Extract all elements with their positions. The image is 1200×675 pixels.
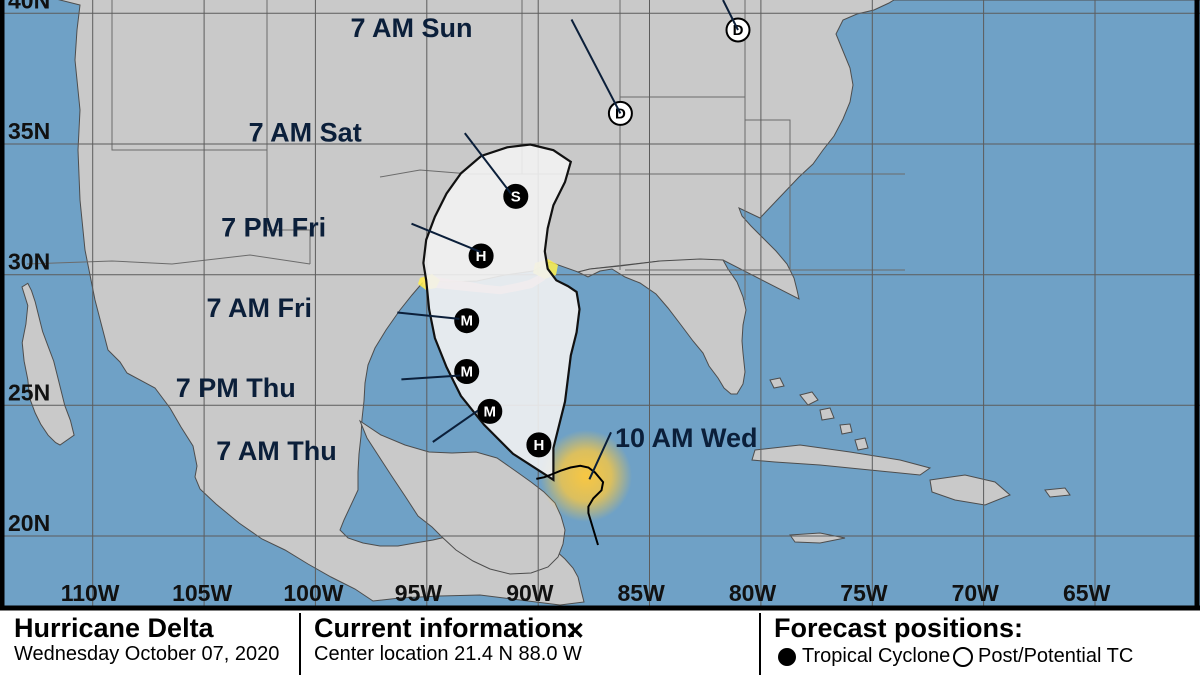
- svg-text:7 AM Thu: 7 AM Thu: [216, 436, 337, 466]
- svg-text:Wednesday October 07, 2020: Wednesday October 07, 2020: [14, 643, 279, 665]
- svg-text:Post/Potential TC: Post/Potential TC: [978, 645, 1133, 667]
- svg-text:35N: 35N: [8, 118, 50, 144]
- svg-text:7 AM Sat: 7 AM Sat: [249, 117, 362, 147]
- svg-text:7 AM Sun: 7 AM Sun: [350, 13, 472, 43]
- svg-text:105W: 105W: [172, 580, 232, 606]
- svg-text:20N: 20N: [8, 510, 50, 536]
- svg-text:100W: 100W: [283, 580, 343, 606]
- svg-text:40N: 40N: [8, 0, 50, 13]
- svg-text:65W: 65W: [1063, 580, 1111, 606]
- svg-text:7 PM Thu: 7 PM Thu: [176, 373, 296, 403]
- svg-text:Center location 21.4 N 88.0 W: Center location 21.4 N 88.0 W: [314, 643, 582, 665]
- svg-text:110W: 110W: [61, 580, 120, 606]
- svg-text:H: H: [533, 437, 544, 454]
- svg-text:S: S: [511, 188, 521, 205]
- svg-text:80W: 80W: [729, 580, 777, 606]
- svg-text:Forecast positions:: Forecast positions:: [774, 613, 1023, 643]
- svg-text:M: M: [460, 313, 473, 330]
- svg-text:Tropical Cyclone: Tropical Cyclone: [802, 645, 950, 667]
- svg-text:85W: 85W: [618, 580, 666, 606]
- svg-text:7 PM Fri: 7 PM Fri: [221, 213, 326, 243]
- svg-text:7 AM Fri: 7 AM Fri: [206, 293, 312, 323]
- svg-text:30N: 30N: [8, 249, 50, 275]
- svg-text:95W: 95W: [395, 580, 443, 606]
- svg-text:M: M: [484, 403, 497, 420]
- svg-text:90W: 90W: [506, 580, 554, 606]
- svg-text:Current information:: Current information:: [314, 613, 577, 643]
- svg-text:✕: ✕: [565, 618, 585, 645]
- svg-text:25N: 25N: [8, 379, 50, 405]
- svg-text:10 AM Wed: 10 AM Wed: [615, 423, 758, 453]
- svg-text:75W: 75W: [840, 580, 888, 606]
- svg-text:70W: 70W: [952, 580, 1000, 606]
- svg-text:M: M: [460, 364, 473, 381]
- svg-text:Hurricane Delta: Hurricane Delta: [14, 613, 215, 643]
